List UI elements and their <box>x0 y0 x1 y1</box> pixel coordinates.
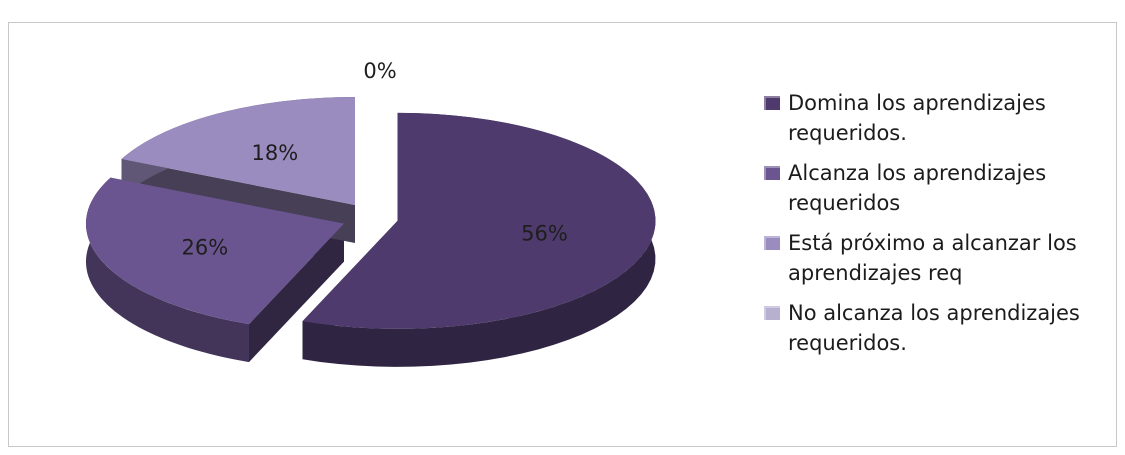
pie-chart: 56% 26% 18% 0% <box>85 59 656 367</box>
slice-value-label: 56% <box>521 222 568 246</box>
pie-tops <box>85 96 656 329</box>
legend: Domina los aprendizajes requeridos. Alca… <box>762 88 1122 368</box>
slice-value-label: 26% <box>181 236 228 260</box>
pie-slice <box>121 96 355 205</box>
pie-slice <box>302 112 656 329</box>
pie-slice <box>85 177 344 325</box>
pie-slice-rim <box>85 177 249 363</box>
pie-slice-wall <box>248 223 344 363</box>
legend-item: No alcanza los aprendizajes requeridos. <box>762 298 1122 358</box>
legend-label: Alcanza los aprendizajes requeridos <box>788 161 1047 215</box>
slice-value-label: 18% <box>251 141 298 165</box>
legend-item: Está próximo a alcanzar los aprendizajes… <box>762 228 1122 288</box>
legend-swatch <box>764 306 780 320</box>
legend-label: Está próximo a alcanzar los aprendizajes… <box>788 231 1077 285</box>
legend-item: Domina los aprendizajes requeridos. <box>762 88 1122 148</box>
pie-labels: 56% 26% 18% 0% <box>181 59 567 260</box>
legend-swatch <box>764 96 780 110</box>
legend-label: Domina los aprendizajes requeridos. <box>788 91 1046 145</box>
slice-value-label: 0% <box>363 59 396 83</box>
legend-swatch <box>764 166 780 180</box>
legend-swatch <box>764 236 780 250</box>
legend-label: No alcanza los aprendizajes requeridos. <box>788 301 1080 355</box>
legend-item: Alcanza los aprendizajes requeridos <box>762 158 1122 218</box>
